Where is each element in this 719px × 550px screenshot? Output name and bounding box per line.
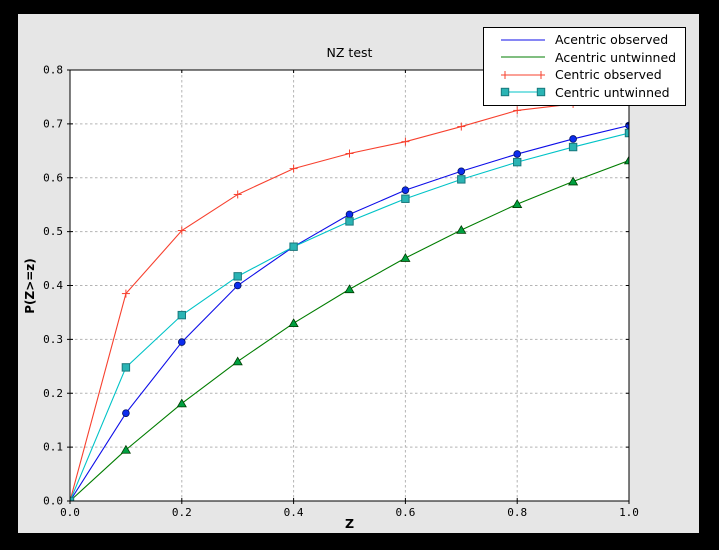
x-tick-label: 0.0: [60, 506, 80, 519]
x-tick-label: 0.4: [284, 506, 304, 519]
y-tick-label: 0.5: [43, 225, 63, 238]
legend-label: Acentric observed: [555, 32, 669, 48]
x-tick-label: 0.6: [395, 506, 415, 519]
series-centric-observed: [70, 91, 629, 501]
x-axis-label: Z: [344, 516, 355, 531]
series-markers-centric-observed: [70, 91, 629, 501]
legend: Acentric observed Acentric untwinned Centr…: [483, 27, 686, 106]
y-tick-label: 0.0: [43, 495, 63, 508]
legend-label: Centric untwinned: [555, 84, 670, 100]
y-tick-label: 0.3: [43, 333, 63, 346]
legend-item-centric-observed: Centric observed: [484, 66, 685, 84]
y-tick-label: 0.4: [43, 279, 63, 292]
legend-line-sample: [500, 88, 546, 97]
legend-line-sample: [501, 70, 545, 79]
y-tick-label: 0.2: [43, 387, 63, 400]
legend-item-acentric-untwinned: Acentric untwinned: [484, 49, 685, 67]
series-centric-untwinned: [70, 128, 629, 501]
x-tick-label: 0.2: [172, 506, 192, 519]
x-tick-label: 1.0: [619, 506, 639, 519]
figure-canvas: 0.0 0.2 0.4 0.6 0.8 1.0 0.0 0.1 0.2 0.3 0.4 0.5 0.6 0…: [18, 14, 699, 533]
x-tick-label: 0.8: [507, 506, 527, 519]
chart-title: NZ test: [326, 45, 373, 60]
plot-area: 0.0 0.2 0.4 0.6 0.8 1.0 0.0 0.1 0.2 0.3 0.4 0.5 0.6 0…: [43, 64, 639, 520]
y-tick-label: 0.1: [43, 441, 63, 454]
y-tick-label: 0.6: [43, 171, 63, 184]
legend-item-centric-untwinned: Centric untwinned: [484, 84, 685, 102]
legend-line-sample: [501, 39, 545, 41]
legend-label: Centric observed: [555, 67, 662, 83]
legend-line-sample: [501, 56, 545, 58]
y-axis-label: P(Z>=z): [23, 258, 37, 314]
tick-labels: 0.0 0.2 0.4 0.6 0.8 1.0 0.0 0.1 0.2 0.3 0.4 0.5 0.6 0…: [43, 64, 639, 520]
legend-label: Acentric untwinned: [555, 49, 677, 65]
y-tick-label: 0.7: [43, 117, 63, 130]
legend-item-acentric-observed: Acentric observed: [484, 31, 685, 49]
series-markers-centric-untwinned: [70, 128, 629, 501]
y-tick-label: 0.8: [43, 64, 63, 77]
series-markers-acentric-untwinned: [70, 155, 629, 501]
series-acentric-untwinned: [70, 155, 629, 501]
